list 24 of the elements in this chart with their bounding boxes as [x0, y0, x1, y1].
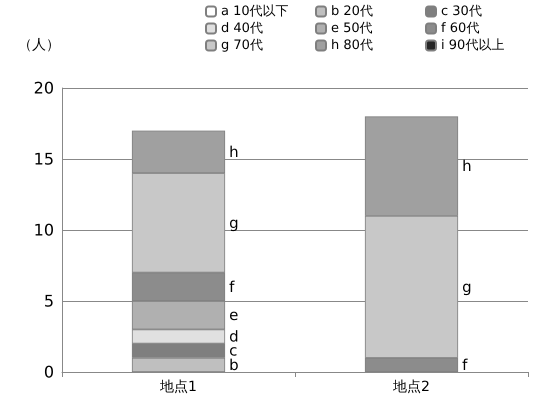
- data-label: f: [462, 356, 468, 374]
- y-tick-label: 5: [44, 292, 54, 310]
- y-tick-label: 10: [34, 220, 54, 240]
- legend-label: f 60代: [441, 21, 480, 36]
- data-label: f: [229, 278, 236, 296]
- y-axis-title: （人）: [18, 37, 60, 53]
- y-tick-label: 0: [44, 362, 54, 382]
- legend-label: b 20代: [331, 4, 373, 19]
- data-label: g: [462, 278, 472, 296]
- data-label: g: [229, 214, 239, 232]
- data-label: h: [462, 157, 472, 176]
- legend-label: e 50代: [331, 21, 373, 36]
- legend-label: c 30代: [441, 4, 482, 19]
- legend-label: i 90代以上: [441, 38, 504, 53]
- data-label: h: [229, 142, 239, 161]
- data-label: e: [229, 306, 238, 324]
- legend-label: a 10代以下: [221, 4, 289, 19]
- y-tick-label: 15: [34, 150, 54, 168]
- y-tick-label: 20: [34, 78, 54, 98]
- x-tick-label: 地点2: [392, 379, 430, 395]
- legend-label: d 40代: [221, 21, 263, 36]
- legend-label: h 80代: [331, 38, 373, 53]
- x-tick-label: 地点1: [159, 379, 197, 395]
- legend-label: g 70代: [221, 38, 263, 53]
